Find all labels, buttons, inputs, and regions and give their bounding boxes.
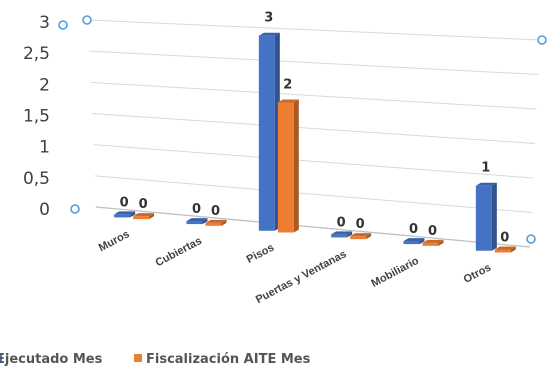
bar-side-fiscalizacion-aite-mes-pisos [293, 99, 299, 233]
data-label-ejecutado-mes-cubiertas: 0 [192, 202, 201, 217]
resize-handle[interactable] [58, 20, 68, 30]
bars [114, 32, 516, 253]
x-axis-line [95, 206, 531, 248]
data-label-ejecutado-mes-pisos: 3 [264, 11, 273, 26]
y-tick-label: 2,5 [23, 44, 50, 64]
bar-ejecutado-mes-mobiliario [403, 241, 420, 245]
bar-fiscalizacion-aite-mes-otros [494, 249, 511, 253]
bar-ejecutado-mes-pisos [258, 35, 275, 231]
bar-top-ejecutado-mes-otros [475, 182, 497, 186]
x-tick-otros: Otros [462, 262, 494, 286]
selection-handles[interactable] [58, 15, 547, 244]
resize-handle[interactable] [82, 15, 92, 25]
bar-fiscalizacion-aite-mes-pisos [277, 102, 294, 233]
x-tick-mobiliario: Mobiliario [369, 255, 421, 290]
resize-handle[interactable] [537, 35, 547, 45]
x-tick-muros: Muros [97, 228, 132, 254]
gridlines [87, 19, 541, 248]
bar-top-ejecutado-mes-mobiliario [403, 238, 425, 242]
data-label-fiscalizacion-aite-mes-muros: 0 [139, 197, 148, 212]
gridline [87, 19, 541, 41]
x-tick-cubiertas: Cubiertas [153, 235, 203, 269]
resize-handle[interactable] [70, 204, 80, 214]
bar-side-ejecutado-mes-muros [130, 211, 136, 218]
data-label-fiscalizacion-aite-mes-puertas-y-ventanas: 0 [356, 217, 365, 232]
legend-swatch-ejecutado [0, 354, 2, 362]
bar-side-ejecutado-mes-puertas-y-ventanas [347, 231, 353, 238]
bar-side-fiscalizacion-aite-mes-cubiertas [221, 219, 227, 226]
bar-top-ejecutado-mes-muros [114, 211, 136, 215]
bar-side-fiscalizacion-aite-mes-mobiliario [438, 239, 444, 246]
bar-fiscalizacion-aite-mes-cubiertas [205, 222, 222, 226]
bar-side-fiscalizacion-aite-mes-puertas-y-ventanas [366, 233, 372, 240]
gridline [93, 144, 534, 179]
y-tick-label: 0,5 [23, 169, 50, 189]
bar-top-ejecutado-mes-puertas-y-ventanas [331, 231, 353, 235]
bar-side-ejecutado-mes-mobiliario [419, 238, 425, 245]
bar-ejecutado-mes-otros [475, 185, 492, 251]
y-axis-ticks: 0 0,5 1 1,5 2 2,5 3 [23, 13, 50, 220]
bar-top-ejecutado-mes-pisos [258, 32, 280, 36]
y-tick-label: 1,5 [23, 107, 50, 127]
bar-ejecutado-mes-cubiertas [186, 221, 203, 225]
bar-ejecutado-mes-muros [114, 214, 131, 218]
data-label-ejecutado-mes-muros: 0 [120, 195, 129, 210]
data-label-ejecutado-mes-otros: 1 [481, 161, 490, 176]
bar-top-fiscalizacion-aite-mes-puertas-y-ventanas [350, 233, 372, 237]
data-label-ejecutado-mes-puertas-y-ventanas: 0 [337, 215, 346, 230]
data-label-fiscalizacion-aite-mes-pisos: 2 [283, 77, 292, 92]
bar-top-ejecutado-mes-cubiertas [186, 218, 208, 222]
gridline [89, 50, 539, 75]
gridline [94, 175, 532, 213]
legend-swatch-fiscalizacion [134, 354, 142, 362]
y-tick-label: 1 [39, 138, 50, 158]
bar-side-ejecutado-mes-otros [491, 182, 497, 251]
data-label-fiscalizacion-aite-mes-otros: 0 [500, 230, 509, 245]
resize-handle[interactable] [526, 234, 536, 244]
x-tick-pisos: Pisos [245, 242, 277, 266]
bar-top-fiscalizacion-aite-mes-otros [494, 246, 516, 250]
x-tick-puertas-y-ventanas: Puertas y Ventanas [254, 248, 349, 306]
y-tick-label: 2 [39, 75, 50, 95]
gridline [91, 113, 536, 144]
bar-top-fiscalizacion-aite-mes-muros [133, 213, 155, 217]
bar-top-fiscalizacion-aite-mes-mobiliario [422, 239, 444, 243]
gridline [90, 81, 537, 110]
data-label-ejecutado-mes-mobiliario: 0 [409, 222, 418, 237]
legend-label-fiscalizacion: Fiscalización AITE Mes [146, 352, 311, 367]
data-label-fiscalizacion-aite-mes-mobiliario: 0 [428, 224, 437, 239]
legend: Ejecutado Mes Fiscalización AITE Mes [0, 352, 311, 367]
bar-fiscalizacion-aite-mes-muros [133, 216, 150, 220]
y-tick-label: 3 [39, 13, 50, 33]
y-tick-label: 0 [39, 200, 50, 220]
bar-side-fiscalizacion-aite-mes-muros [149, 213, 155, 220]
legend-label-ejecutado: Ejecutado Mes [0, 352, 103, 367]
bar-fiscalizacion-aite-mes-mobiliario [422, 242, 439, 246]
bar-side-fiscalizacion-aite-mes-otros [510, 246, 516, 253]
data-label-fiscalizacion-aite-mes-cubiertas: 0 [211, 204, 220, 219]
bar-side-ejecutado-mes-cubiertas [202, 218, 208, 225]
bar-ejecutado-mes-puertas-y-ventanas [331, 234, 348, 238]
bar-top-fiscalizacion-aite-mes-cubiertas [205, 219, 227, 223]
bar-fiscalizacion-aite-mes-puertas-y-ventanas [350, 236, 367, 240]
bar-top-fiscalizacion-aite-mes-pisos [277, 99, 299, 103]
